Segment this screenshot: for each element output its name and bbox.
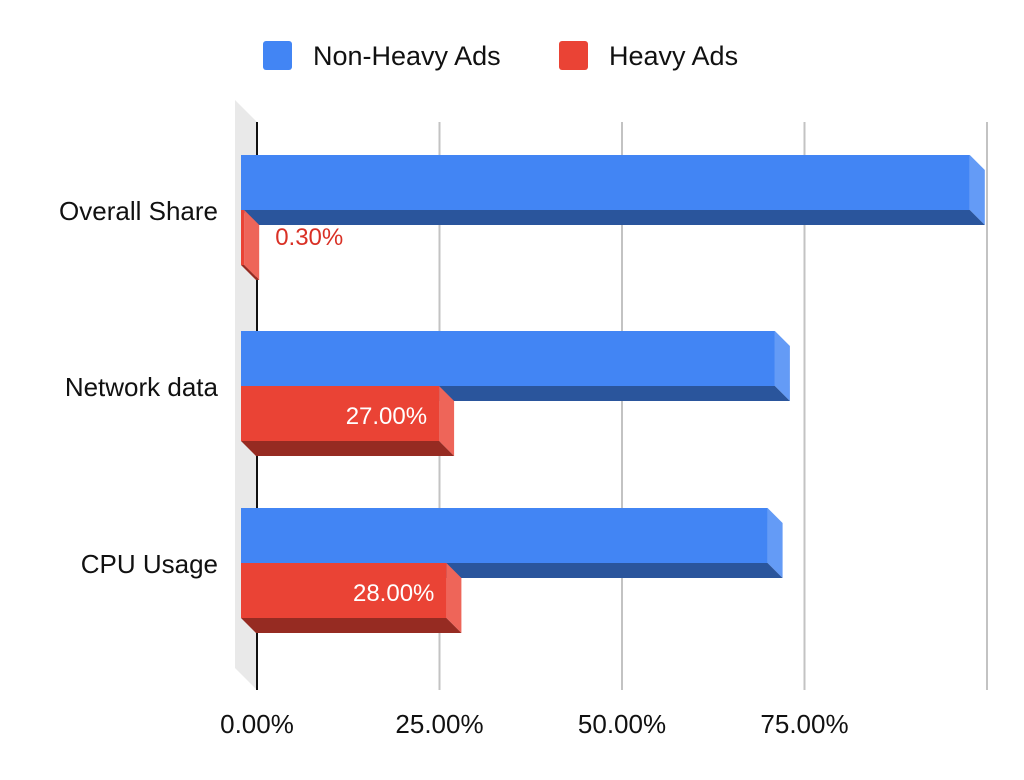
data-label: 27.00% bbox=[346, 403, 427, 430]
bar-bottom bbox=[241, 441, 455, 456]
bar-side bbox=[244, 210, 260, 280]
legend-label: Heavy Ads bbox=[609, 41, 738, 71]
data-label: 28.00% bbox=[353, 580, 434, 607]
bar bbox=[241, 386, 440, 441]
bar bbox=[241, 563, 447, 618]
legend-label: Non-Heavy Ads bbox=[313, 41, 501, 71]
bar-bottom bbox=[241, 265, 260, 280]
bar-side bbox=[767, 508, 783, 578]
category-label: Network data bbox=[65, 372, 219, 402]
legend-swatch bbox=[263, 41, 292, 70]
bar-side bbox=[774, 331, 790, 401]
bar bbox=[241, 210, 245, 265]
category-label: CPU Usage bbox=[81, 549, 218, 579]
bar bbox=[241, 508, 768, 563]
x-tick-label: 75.00% bbox=[760, 709, 848, 739]
bar-bottom bbox=[241, 618, 462, 633]
bar bbox=[241, 155, 970, 210]
x-tick-label: 25.00% bbox=[395, 709, 483, 739]
bar-side bbox=[439, 386, 455, 456]
bar-bottom bbox=[241, 210, 985, 225]
bar bbox=[241, 331, 775, 386]
legend-swatch bbox=[559, 41, 588, 70]
bar-side bbox=[446, 563, 462, 633]
x-tick-label: 0.00% bbox=[220, 709, 294, 739]
bar-side bbox=[969, 155, 985, 225]
data-label: 0.30% bbox=[275, 224, 343, 251]
x-tick-label: 50.00% bbox=[578, 709, 666, 739]
category-label: Overall Share bbox=[59, 196, 218, 226]
